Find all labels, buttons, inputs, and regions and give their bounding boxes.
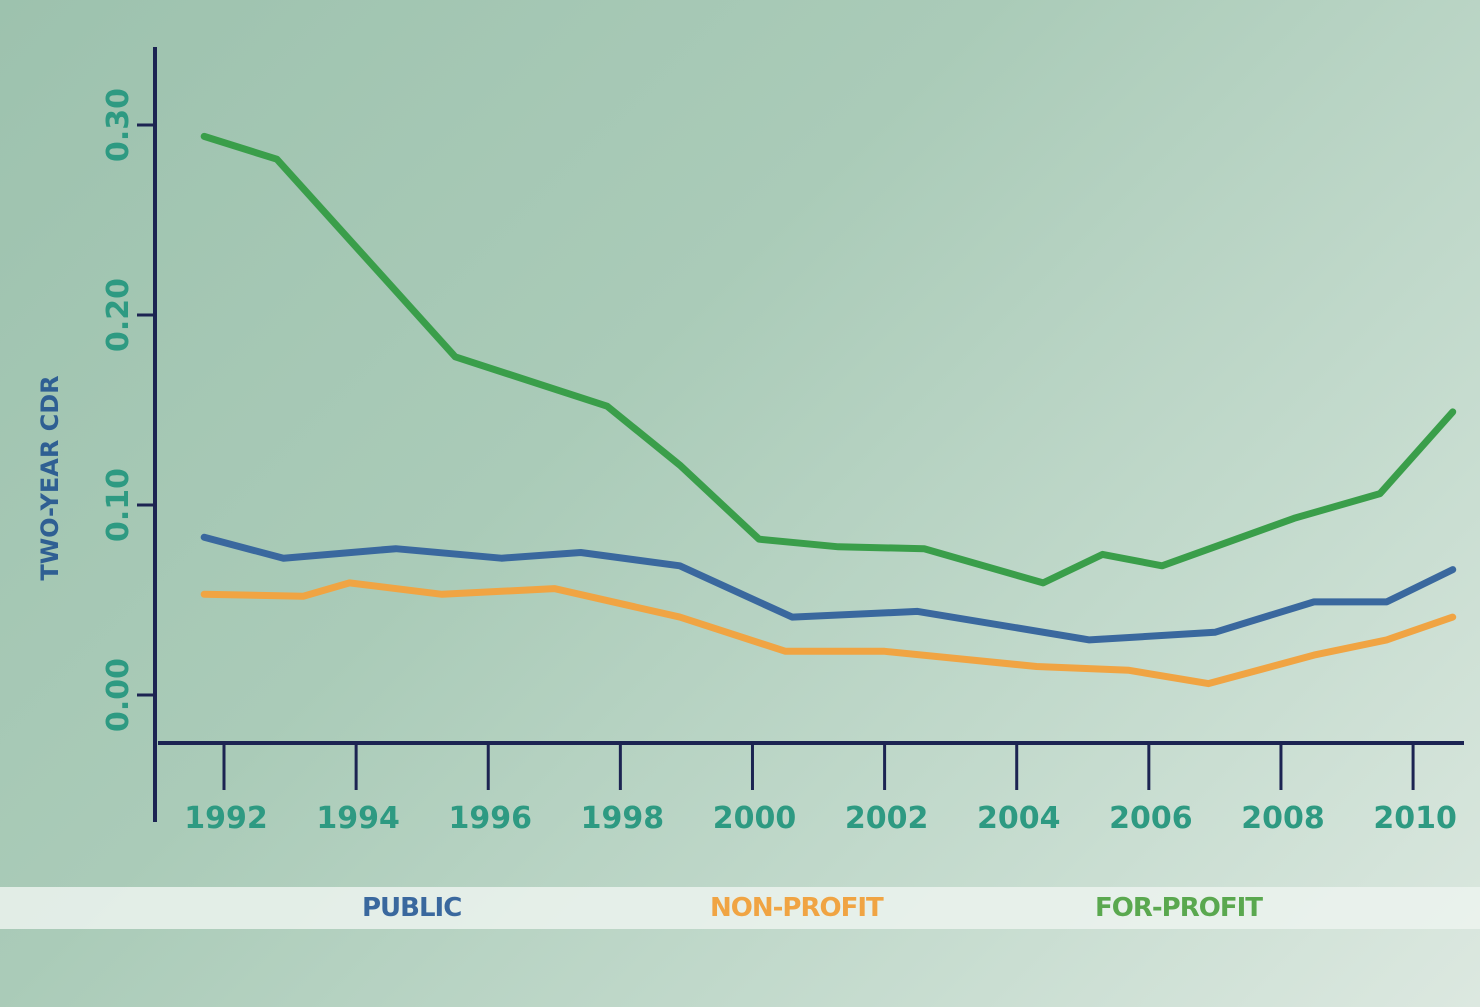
y-tick-label: 0.00 [101, 658, 136, 732]
x-tick-label: 2006 [1109, 801, 1193, 836]
x-tick-label: 1994 [316, 801, 400, 836]
x-tick-label: 2002 [845, 801, 929, 836]
y-tick-label: 0.30 [101, 88, 136, 162]
x-tick-label: 2008 [1241, 801, 1325, 836]
y-tick-label: 0.20 [101, 278, 136, 352]
legend [0, 887, 1480, 929]
legend-public: PUBLIC [362, 893, 462, 923]
x-tick-label: 2000 [713, 801, 797, 836]
x-tick-label: 1996 [448, 801, 532, 836]
legend-for-profit: FOR-PROFIT [1095, 893, 1263, 923]
x-tick-label: 1992 [184, 801, 268, 836]
x-tick-label: 1998 [581, 801, 665, 836]
series-line-for-profit [200, 132, 1457, 587]
x-tick-label: 2010 [1373, 801, 1457, 836]
y-tick-label: 0.10 [101, 468, 136, 542]
y-axis-label: TWO-YEAR CDR [36, 375, 64, 580]
x-tick-label: 2004 [977, 801, 1061, 836]
series-line-non-profit [200, 579, 1457, 688]
legend-non-profit: NON-PROFIT [710, 893, 884, 923]
